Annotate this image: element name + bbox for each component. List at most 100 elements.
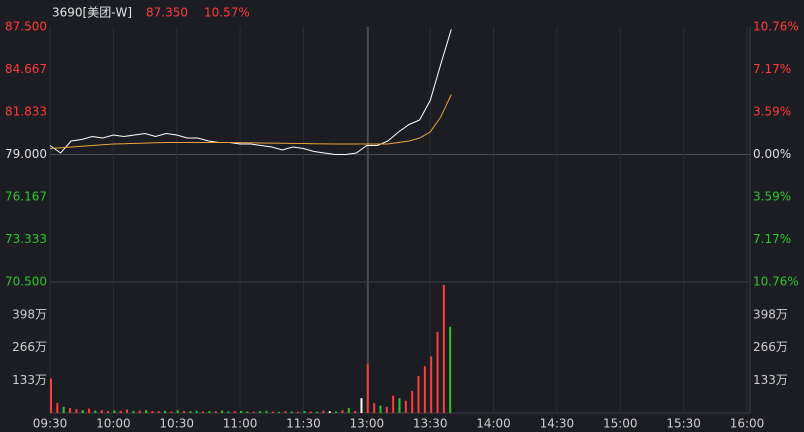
volume-bar [303, 411, 306, 413]
volume-bar [75, 409, 78, 413]
volume-bar [322, 410, 325, 413]
volume-bar [81, 410, 84, 413]
volume-bar [176, 410, 179, 413]
volume-bar [246, 411, 249, 413]
volume-bar [56, 403, 59, 413]
x-tick-label: 13:00 [350, 417, 385, 431]
volume-bar [126, 409, 129, 413]
volume-bar [436, 331, 439, 413]
x-tick-label: 15:30 [666, 417, 701, 431]
volume-bar [202, 411, 205, 413]
y2-tick-label: 3.59% [753, 104, 791, 118]
volume-bar [259, 411, 262, 413]
y-tick-label-right: 266万 [753, 340, 788, 354]
volume-bar [442, 284, 445, 413]
volume-bar [360, 398, 363, 413]
volume-bar [94, 410, 97, 413]
x-tick-label: 16:00 [730, 417, 765, 431]
x-tick-label: 10:30 [159, 417, 194, 431]
volume-bar [328, 411, 331, 413]
x-tick-label: 10:00 [96, 417, 131, 431]
y-tick-label: 133万 [12, 373, 47, 387]
volume-bar [145, 410, 148, 413]
volume-bar [113, 410, 116, 413]
x-tick-label: 13:30 [413, 417, 448, 431]
volume-bar [100, 410, 103, 413]
price-line [49, 29, 452, 155]
volume-bar [316, 411, 319, 413]
volume-bar [189, 411, 192, 413]
last-price: 87.350 [146, 6, 188, 20]
y-tick-label-right: 398万 [753, 307, 788, 321]
price-line [49, 94, 452, 149]
volume-bar [392, 395, 395, 413]
volume-bar [88, 408, 91, 413]
y-tick-label: 76.167 [5, 189, 47, 203]
volume-bar [151, 411, 154, 413]
volume-bar [373, 403, 376, 413]
y-tick-label: 84.667 [5, 62, 47, 76]
volume-bar [265, 410, 268, 413]
y2-tick-label: 0.00% [753, 147, 791, 161]
volume-bar [297, 411, 300, 413]
x-tick-label: 15:00 [603, 417, 638, 431]
volume-bar [50, 378, 52, 413]
y-tick-label: 79.000 [5, 147, 47, 161]
x-tick-label: 14:30 [540, 417, 575, 431]
volume-bar [411, 390, 414, 413]
volume-bar [252, 411, 255, 413]
x-tick-label: 11:00 [223, 417, 258, 431]
volume-bar [132, 411, 135, 413]
volume-bar [214, 411, 217, 413]
volume-bar [164, 410, 167, 413]
volume-bar [341, 410, 344, 413]
volume-bar [354, 411, 357, 413]
volume-bar [404, 400, 407, 413]
volume-bar [430, 356, 433, 413]
volume-bar [423, 366, 426, 413]
y2-tick-label: 7.17% [753, 232, 791, 246]
x-tick-label: 11:30 [286, 417, 321, 431]
chart-title: 3690[美团-W] [52, 6, 132, 20]
volume-bar [366, 363, 369, 413]
volume-bar [240, 411, 243, 413]
y-tick-label: 398万 [12, 307, 47, 321]
volume-bar [233, 411, 236, 413]
volume-bar [379, 405, 382, 413]
y-tick-label-right: 133万 [753, 373, 788, 387]
volume-bar [417, 376, 420, 413]
volume-bar [183, 411, 186, 413]
y2-tick-label: 10.76% [753, 275, 799, 289]
volume-bar [278, 411, 281, 413]
volume-bar [398, 398, 401, 413]
volume-bar [309, 411, 312, 413]
volume-bar [69, 408, 72, 413]
volume-bar [62, 406, 65, 413]
volume-bar [227, 411, 230, 413]
y-tick-label: 81.833 [5, 105, 47, 119]
y-tick-label: 73.333 [5, 232, 47, 246]
y-tick-label: 87.500 [5, 20, 47, 34]
volume-bar [170, 411, 173, 413]
x-tick-label: 14:00 [476, 417, 511, 431]
volume-bar [138, 410, 141, 413]
volume-bar [208, 411, 211, 413]
volume-bar [385, 406, 388, 413]
volume-bar [195, 410, 198, 413]
volume-bar [449, 326, 452, 413]
volume-bar [119, 410, 122, 413]
y2-tick-label: 3.59% [753, 190, 791, 204]
y2-tick-label: 10.76% [753, 20, 799, 34]
volume-bar [271, 411, 274, 413]
y-tick-label: 70.500 [5, 275, 47, 289]
volume-bar [107, 411, 110, 413]
volume-bar [335, 411, 338, 413]
y-tick-label: 266万 [12, 340, 47, 354]
volume-bar [290, 411, 293, 413]
change-percent: 10.57% [204, 6, 250, 20]
volume-bar [284, 411, 287, 413]
y2-tick-label: 7.17% [753, 62, 791, 76]
volume-bar [157, 411, 160, 413]
x-tick-label: 09:30 [33, 417, 68, 431]
